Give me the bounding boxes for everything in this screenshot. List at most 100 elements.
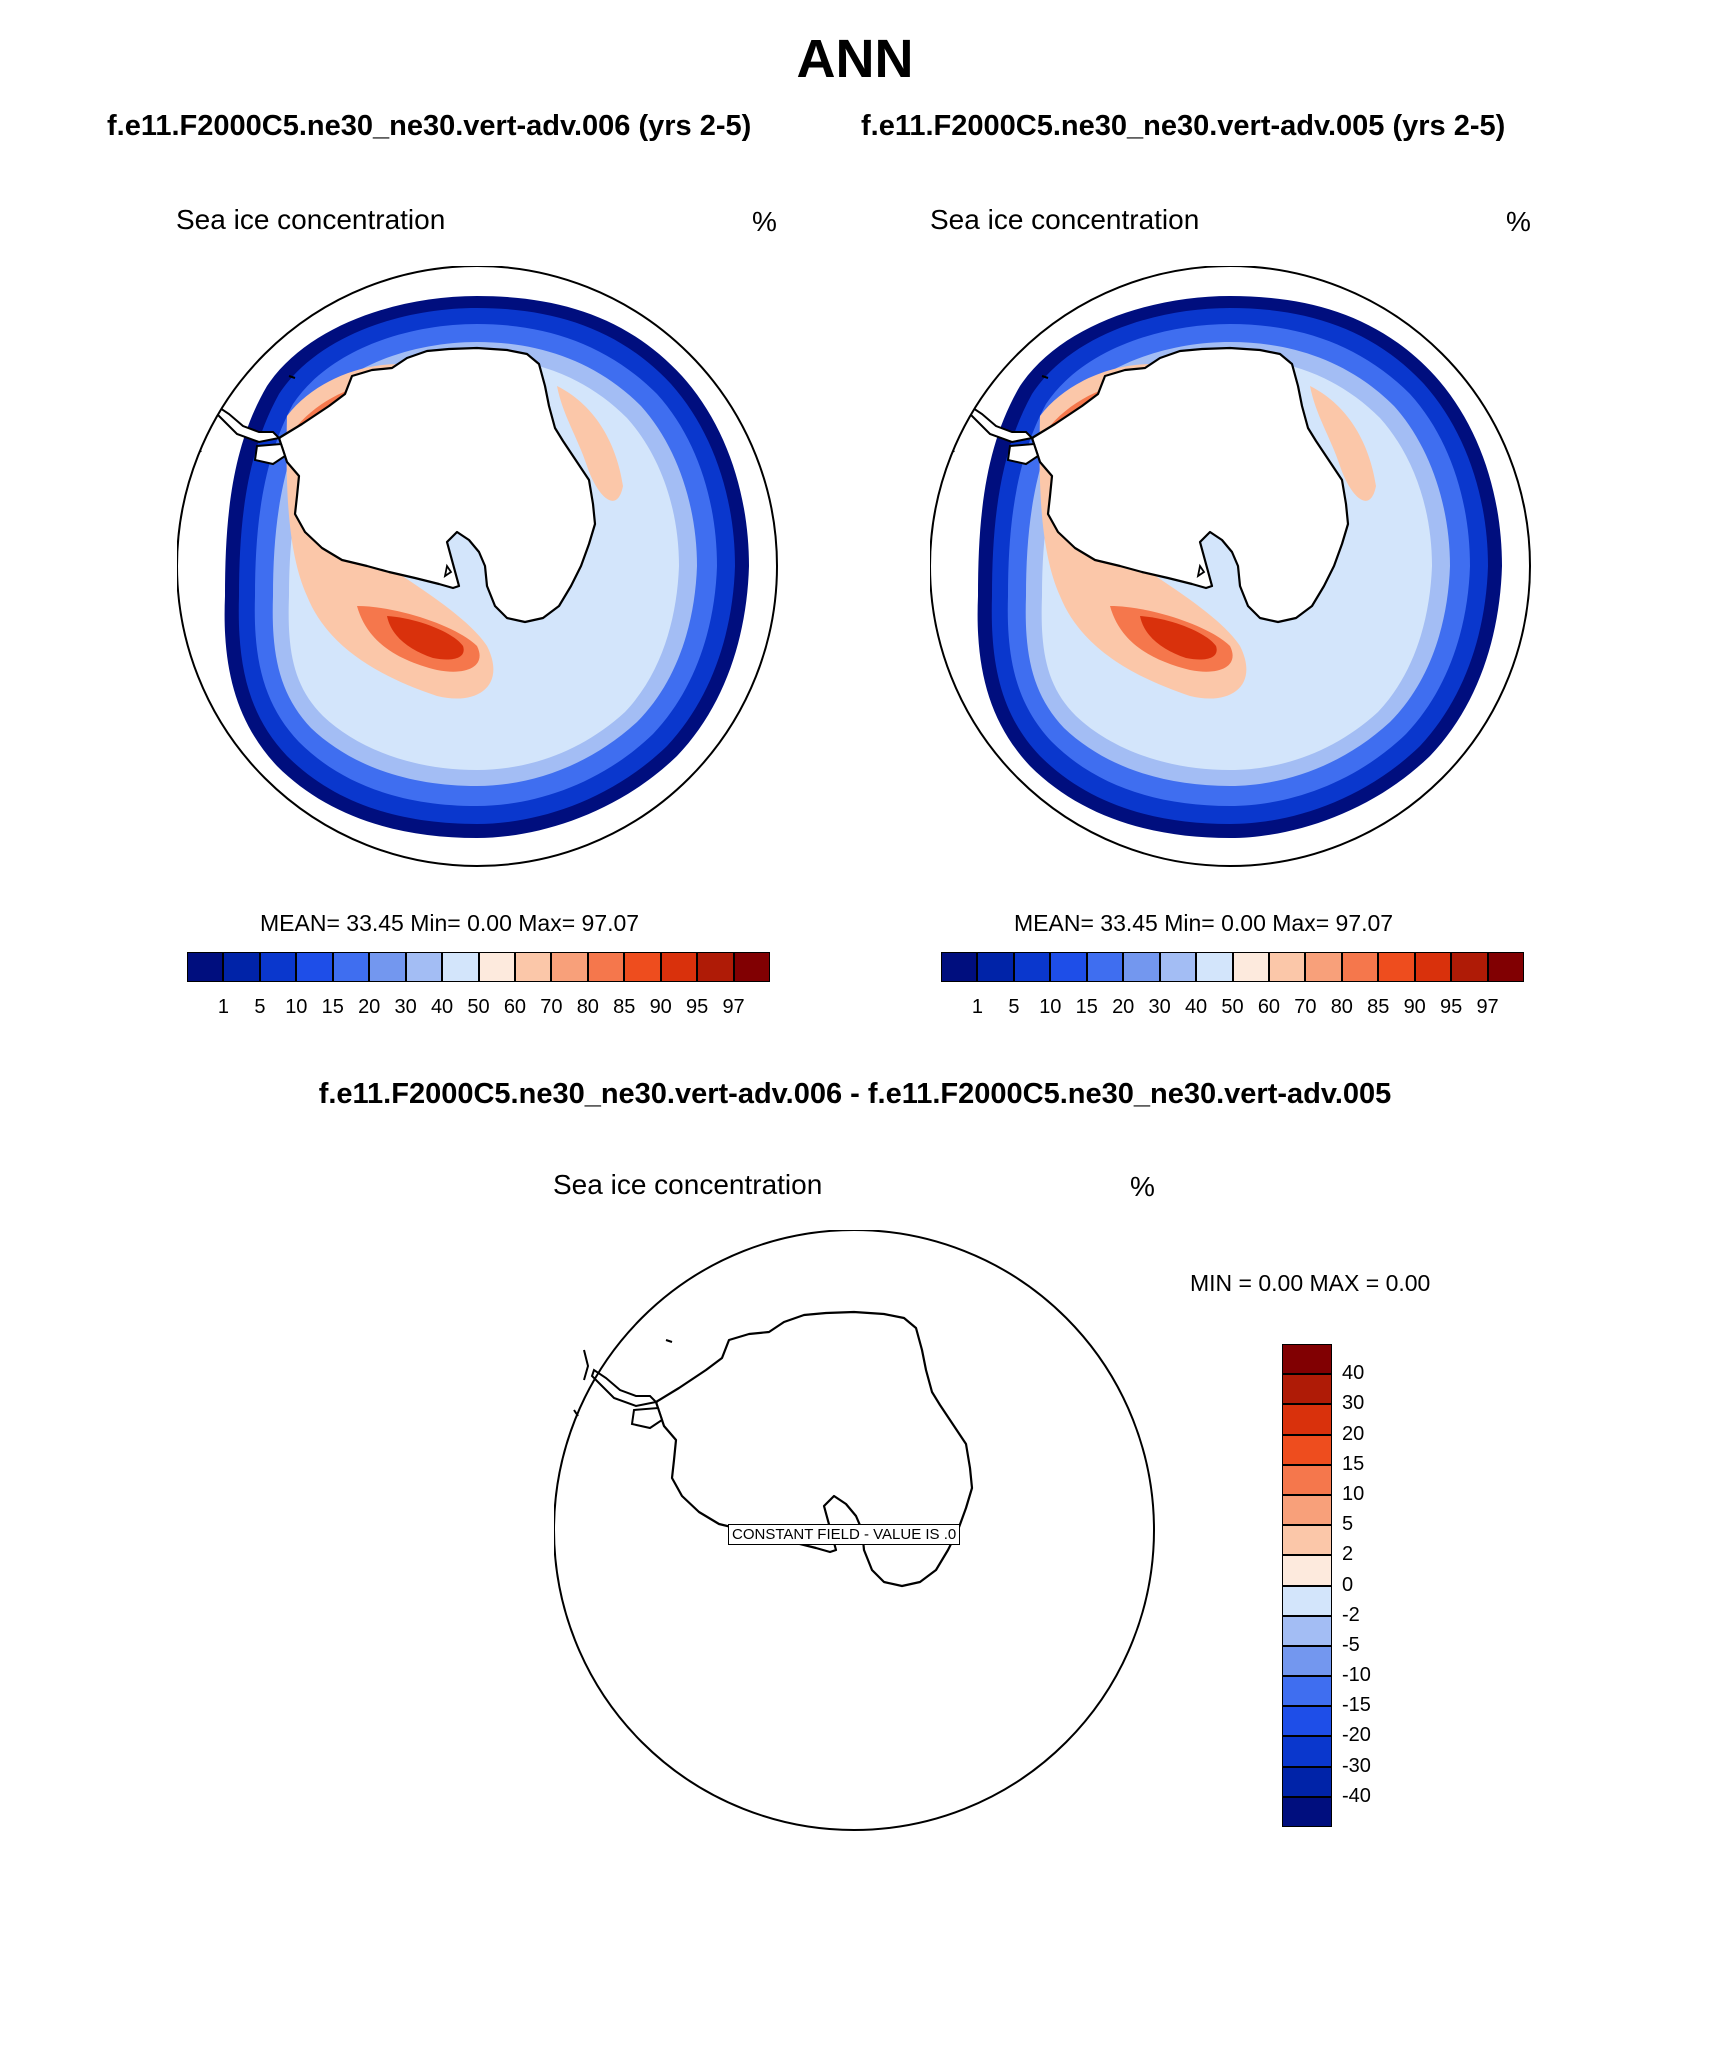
colorbar-difference-label: 0 (1342, 1573, 1354, 1596)
colorbar-left-swatch (624, 952, 661, 982)
colorbar-difference-swatch (1282, 1525, 1332, 1556)
colorbar-left-swatch (259, 952, 297, 982)
colorbar-right-label: 97 (1476, 996, 1499, 1018)
colorbar-difference-labels: 40 30 20 15 10 5 2 0 -2 -5 -10 -15 -20 -30 -40 (1342, 1344, 1422, 1827)
colorbar-difference-swatch (1282, 1766, 1332, 1797)
colorbar-difference-label: -10 (1342, 1664, 1371, 1687)
colorbar-left-swatch (733, 952, 770, 982)
colorbar-difference-label: -5 (1342, 1633, 1360, 1656)
colorbar-left-labels: 1 5 10 15 20 30 40 50 60 70 80 85 90 95 97 (187, 996, 770, 1022)
colorbar-difference-swatch (1282, 1434, 1332, 1465)
panel-left-variable: Sea ice concentration (176, 204, 446, 235)
colorbar-left-label: 95 (686, 996, 709, 1018)
colorbar-difference-swatch (1282, 1706, 1332, 1737)
colorbar-right-swatch (941, 952, 978, 982)
colorbar-left-swatch (296, 952, 333, 982)
colorbar-right-label: 1 (971, 996, 983, 1018)
colorbar-left (187, 952, 770, 982)
colorbar-difference-label: 20 (1342, 1422, 1365, 1445)
colorbar-left-label: 70 (540, 996, 563, 1018)
colorbar-left-label: 5 (254, 996, 266, 1018)
colorbar-right-swatch (1341, 952, 1379, 982)
colorbar-right-swatch (1086, 952, 1124, 982)
colorbar-right-labels: 1 5 10 15 20 30 40 50 60 70 80 85 90 95 97 (941, 996, 1524, 1022)
panel-right-variable: Sea ice concentration (930, 204, 1200, 235)
colorbar-difference-swatch (1282, 1645, 1332, 1677)
colorbar-left-swatch (223, 952, 260, 982)
colorbar-difference-label: 30 (1342, 1392, 1365, 1415)
colorbar-difference-swatch (1282, 1494, 1332, 1526)
panel-right-units: % (1506, 206, 1531, 237)
colorbar-left-label: 50 (467, 996, 490, 1018)
colorbar-right-swatch (977, 952, 1014, 982)
colorbar-difference (1282, 1344, 1332, 1827)
colorbar-difference-swatch (1282, 1676, 1332, 1707)
colorbar-difference-swatch (1282, 1404, 1332, 1435)
colorbar-left-label: 20 (358, 996, 381, 1018)
sea-ice-field-left (195, 296, 750, 838)
colorbar-right-label: 10 (1039, 996, 1062, 1018)
case-title-right: f.e11.F2000C5.ne30_ne30.vert-adv.005 (yr… (861, 110, 1506, 142)
colorbar-left-swatch (514, 952, 552, 982)
figure-title: ANN (796, 29, 914, 89)
colorbar-difference-swatch (1282, 1615, 1332, 1646)
panel-left-units: % (752, 206, 777, 237)
colorbar-right-swatch (1487, 952, 1524, 982)
colorbar-right-swatch (1268, 952, 1306, 982)
colorbar-right-label: 15 (1075, 996, 1098, 1018)
colorbar-left-swatch (369, 952, 406, 982)
panel-left-stats: MEAN= 33.45 Min= 0.00 Max= 97.07 (260, 910, 640, 936)
colorbar-left-swatch (660, 952, 698, 982)
colorbar-left-label: 1 (217, 996, 229, 1018)
colorbar-right-swatch (1305, 952, 1342, 982)
colorbar-right-label: 70 (1294, 996, 1317, 1018)
colorbar-right-swatch (1414, 952, 1452, 982)
map-difference (554, 1230, 1155, 1831)
colorbar-right (941, 952, 1524, 982)
colorbar-difference-swatch (1282, 1464, 1332, 1495)
map-right (930, 266, 1531, 867)
colorbar-difference-swatch (1282, 1796, 1332, 1827)
colorbar-right-swatch (1196, 952, 1233, 982)
diff-panel-variable: Sea ice concentration (553, 1169, 823, 1200)
colorbar-left-swatch (587, 952, 625, 982)
colorbar-right-label: 5 (1008, 996, 1020, 1018)
map-left (177, 266, 778, 867)
colorbar-left-swatch (442, 952, 479, 982)
colorbar-right-label: 50 (1221, 996, 1244, 1018)
colorbar-right-label: 60 (1257, 996, 1281, 1018)
colorbar-difference-label: -20 (1342, 1724, 1371, 1747)
colorbar-left-label: 90 (649, 996, 672, 1018)
colorbar-left-label: 60 (503, 996, 527, 1018)
colorbar-difference-label: 2 (1342, 1543, 1354, 1566)
colorbar-right-label: 95 (1440, 996, 1463, 1018)
colorbar-difference-swatch (1282, 1344, 1332, 1375)
colorbar-left-swatch (697, 952, 734, 982)
colorbar-right-swatch (1378, 952, 1415, 982)
colorbar-right-swatch (1232, 952, 1269, 982)
colorbar-difference-swatch (1282, 1585, 1332, 1616)
colorbar-difference-swatch (1282, 1374, 1332, 1405)
colorbar-left-label: 15 (321, 996, 344, 1018)
colorbar-left-label: 40 (430, 996, 454, 1018)
colorbar-difference-label: 10 (1342, 1482, 1365, 1505)
diff-panel-stats: MIN = 0.00 MAX = 0.00 (1190, 1270, 1431, 1296)
colorbar-left-swatch (478, 952, 515, 982)
colorbar-difference-swatch (1282, 1736, 1332, 1767)
colorbar-difference-label: 5 (1342, 1513, 1354, 1536)
colorbar-right-label: 20 (1112, 996, 1135, 1018)
colorbar-left-swatch (187, 952, 224, 982)
colorbar-right-label: 40 (1184, 996, 1208, 1018)
colorbar-difference-label: 40 (1342, 1362, 1365, 1385)
colorbar-left-label: 10 (285, 996, 308, 1018)
colorbar-left-label: 80 (576, 996, 599, 1018)
case-title-left: f.e11.F2000C5.ne30_ne30.vert-adv.006 (yr… (107, 110, 752, 142)
colorbar-difference-label: -2 (1342, 1603, 1360, 1626)
colorbar-left-swatch (551, 952, 588, 982)
colorbar-right-swatch (1159, 952, 1197, 982)
colorbar-right-swatch (1013, 952, 1051, 982)
panel-right-stats: MEAN= 33.45 Min= 0.00 Max= 97.07 (1014, 910, 1394, 936)
colorbar-left-label: 97 (722, 996, 745, 1018)
constant-field-label: CONSTANT FIELD - VALUE IS .0 (728, 1524, 961, 1545)
colorbar-right-swatch (1050, 952, 1087, 982)
